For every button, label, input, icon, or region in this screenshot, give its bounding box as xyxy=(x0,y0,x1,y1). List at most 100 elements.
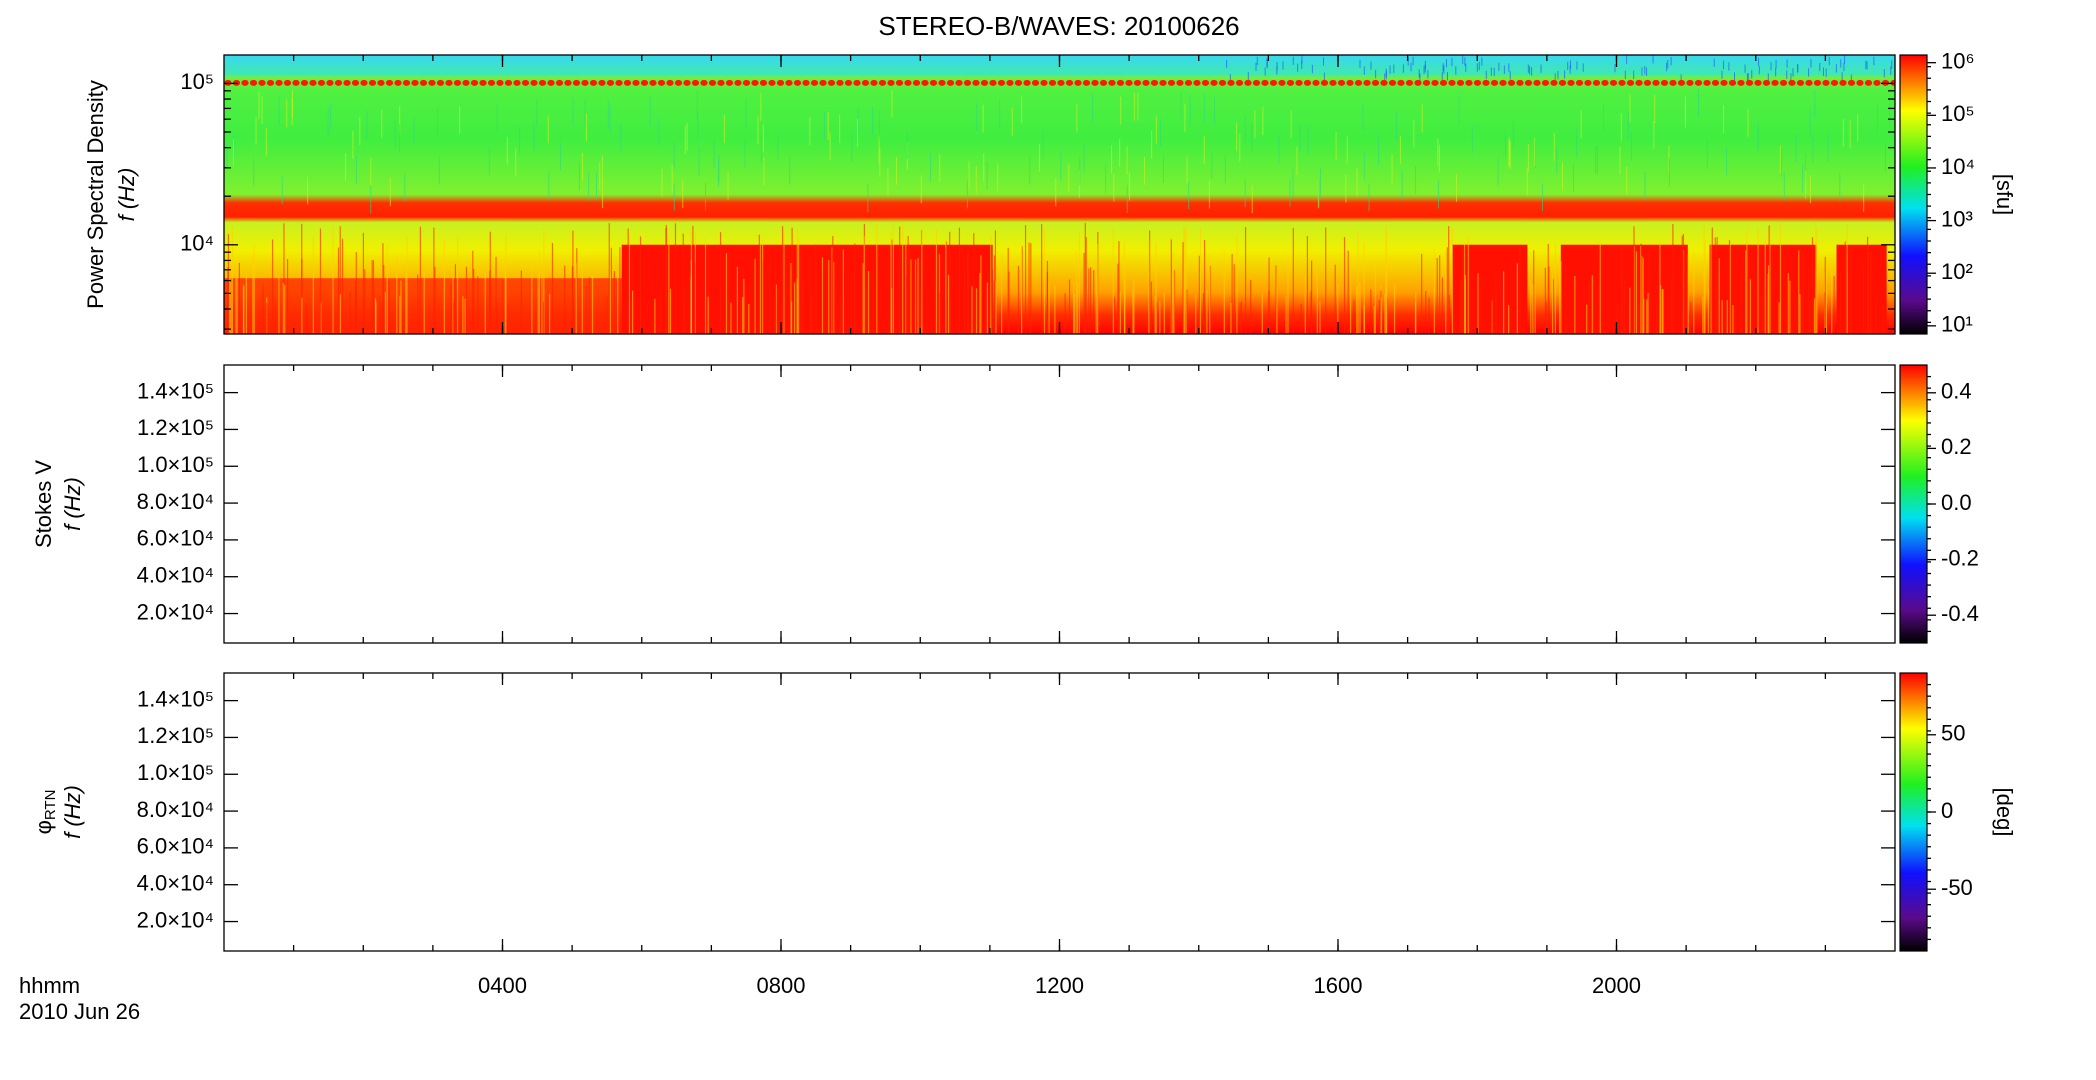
spectrogram-line xyxy=(1737,79,1745,86)
spectrogram-line xyxy=(1873,79,1881,86)
spectrogram-line xyxy=(1507,79,1516,86)
colorbar-tick-label: -50 xyxy=(1941,875,1973,900)
spectrogram-line xyxy=(649,79,657,86)
spectrogram-line xyxy=(504,79,513,86)
spectrogram-line xyxy=(1125,79,1133,86)
spectrogram-line xyxy=(912,79,921,86)
spectrogram-line xyxy=(1337,79,1346,86)
y-axis-label: Power Spectral Density xyxy=(83,80,108,309)
spectrogram-line xyxy=(1252,79,1261,86)
spectrogram-line xyxy=(1669,79,1677,86)
spectrogram-line xyxy=(1303,79,1312,86)
x-tick-label: 2000 xyxy=(1592,973,1641,998)
colorbar-tick-label: 0.2 xyxy=(1941,434,1972,459)
spectrogram-line xyxy=(1414,79,1422,86)
spectrogram-line xyxy=(1371,79,1380,86)
spectrogram-line xyxy=(1499,79,1507,86)
spectrogram-line xyxy=(1601,79,1609,86)
spectrogram-line xyxy=(1006,79,1014,86)
spectrogram-line xyxy=(853,79,861,86)
spectrogram-line xyxy=(360,79,368,86)
spectrogram-line xyxy=(1788,79,1796,86)
spectrogram-line xyxy=(1167,79,1176,86)
spectrogram-line xyxy=(1184,79,1193,86)
y-tick-label: 2.0×10⁴ xyxy=(137,907,214,932)
spectrogram-line xyxy=(708,79,717,86)
spectrogram-line xyxy=(963,79,972,86)
spectrogram-line xyxy=(1023,79,1031,86)
y-axis-label-unit: f (Hz) xyxy=(114,168,139,222)
spectrogram-line xyxy=(1592,79,1601,86)
spectrogram-line xyxy=(929,79,938,86)
spectrogram-line xyxy=(1805,79,1813,86)
spectrogram-line xyxy=(564,79,572,86)
spectrogram-line xyxy=(453,79,462,86)
spectrogram-line xyxy=(266,79,275,86)
spectrogram-line xyxy=(275,79,283,86)
colorbar-tick-label: -0.2 xyxy=(1941,545,1979,570)
spectrogram-line xyxy=(385,79,394,86)
spectrogram-line xyxy=(1210,79,1218,86)
spectrogram-line xyxy=(1116,79,1125,86)
spectrogram-line xyxy=(870,79,878,86)
spectrogram-line xyxy=(1439,79,1448,86)
spectrogram-line xyxy=(581,79,589,86)
spectrogram-line xyxy=(938,79,946,86)
spectrogram-line xyxy=(887,79,895,86)
spectrogram-line xyxy=(1363,79,1371,86)
y-tick-label: 8.0×10⁴ xyxy=(137,797,214,822)
y-tick-label: 10⁵ xyxy=(180,69,214,94)
spectrogram-line xyxy=(1261,79,1269,86)
spectrogram-line xyxy=(1660,79,1669,86)
spectrogram-line xyxy=(1490,79,1499,86)
spectrogram-line xyxy=(1456,79,1465,86)
spectrogram-line xyxy=(1397,79,1405,86)
colorbar-tick-label: 0 xyxy=(1941,798,1953,823)
spectrogram-line xyxy=(836,79,844,86)
spectrogram-line xyxy=(1703,79,1711,86)
colorbar xyxy=(1899,364,1928,644)
spectrogram-line xyxy=(436,79,445,86)
spectrogram-line xyxy=(1074,79,1082,86)
spectrogram-line xyxy=(572,79,581,86)
colorbar-tick-label: 10⁴ xyxy=(1941,154,1975,179)
y-axis-label-unit: f (Hz) xyxy=(60,785,85,839)
spectrogram-line xyxy=(1524,79,1533,86)
spectrogram-line xyxy=(334,79,343,86)
colorbar-tick-label: 50 xyxy=(1941,721,1965,746)
spectrogram-line xyxy=(1354,79,1363,86)
spectrogram-line xyxy=(470,79,479,86)
spectrogram-line xyxy=(1031,79,1040,86)
spectrogram-line xyxy=(1635,79,1643,86)
spectrogram-line xyxy=(1388,79,1397,86)
spectrogram-line xyxy=(598,79,606,86)
y-tick-label: 1.0×10⁵ xyxy=(137,452,214,477)
spectrogram-line xyxy=(411,79,419,86)
y-axis-label-sub: RTN xyxy=(42,790,59,821)
spectrogram-line xyxy=(734,79,742,86)
colorbar-tick-label: 10² xyxy=(1941,259,1973,284)
spectrogram-line xyxy=(1099,79,1108,86)
spectrogram-line xyxy=(700,79,708,86)
spectrogram-line xyxy=(1550,79,1558,86)
spectrogram-line xyxy=(1677,79,1686,86)
spectrogram-line xyxy=(1482,79,1490,86)
spectrogram-line xyxy=(351,79,360,86)
spectrogram-line xyxy=(1218,79,1227,86)
colorbar-tick-label: 10⁵ xyxy=(1941,101,1975,126)
spectrogram-line xyxy=(445,79,453,86)
y-axis-label: φRTN xyxy=(31,790,59,835)
spectrogram-line xyxy=(725,79,734,86)
y-axis-label-text: Stokes V xyxy=(31,460,56,548)
spectrogram-line xyxy=(1686,79,1694,86)
colorbar-label: [sfu] xyxy=(1992,174,2017,216)
spectrogram-line xyxy=(1108,79,1116,86)
spectrogram-line xyxy=(1796,79,1805,86)
spectrogram-line xyxy=(989,79,997,86)
spectrogram-line xyxy=(428,79,436,86)
spectrogram-line xyxy=(1771,79,1779,86)
y-tick-label: 1.0×10⁵ xyxy=(137,760,214,785)
spectrogram-line xyxy=(317,79,326,86)
spectrogram-line xyxy=(793,79,802,86)
spectrogram-line xyxy=(1618,79,1626,86)
